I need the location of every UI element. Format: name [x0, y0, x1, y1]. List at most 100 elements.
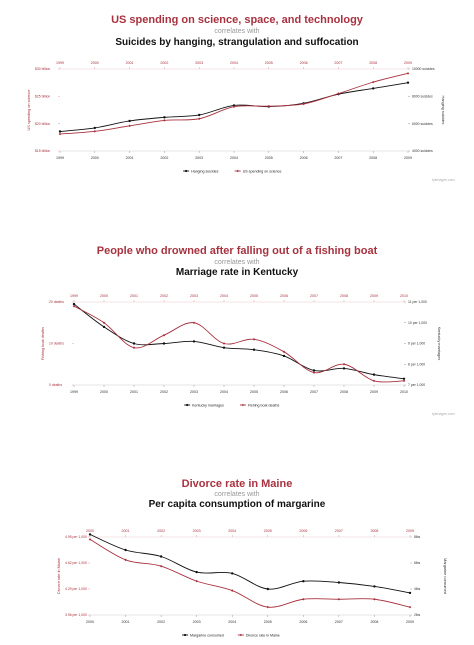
legend-label: Kentucky marriages: [192, 403, 224, 407]
data-point: [266, 605, 270, 609]
chart-panel-1: US spending on science, space, and techn…: [0, 0, 474, 215]
x-tick-label-top: 2009: [404, 61, 412, 65]
x-tick-label-top: 1999: [56, 61, 64, 65]
x-tick-label: 2002: [160, 156, 168, 160]
data-point: [88, 533, 92, 536]
x-tick-label-top: 2008: [369, 61, 377, 65]
x-tick-label: 2000: [86, 620, 94, 624]
data-point: [302, 102, 305, 106]
x-tick-label-top: 2005: [265, 61, 273, 65]
data-point: [402, 379, 406, 383]
data-point: [282, 354, 286, 358]
chart-subtitle: Suicides by hanging, strangulation and s…: [115, 37, 359, 48]
left-tick-label: 20 deaths: [49, 300, 64, 304]
series-line-red: [89, 538, 411, 608]
left-axis-label: Fishing boat deaths: [41, 327, 45, 360]
x-tick-label: 2008: [370, 620, 378, 624]
x-tick-label: 2008: [369, 156, 377, 160]
x-tick-label: 2007: [335, 620, 343, 624]
data-point: [198, 113, 201, 117]
data-point: [302, 597, 305, 601]
series-line-black: [89, 533, 411, 594]
series-line-black: [73, 303, 405, 380]
data-point: [372, 373, 376, 376]
data-point: [232, 104, 236, 107]
data-point: [162, 342, 166, 345]
data-point: [128, 124, 131, 128]
x-tick-label-top: 2002: [160, 61, 168, 65]
chart-title: US spending on science, space, and techn…: [111, 14, 363, 26]
x-tick-label: 2001: [130, 390, 138, 394]
chart-panel-2: People who drowned after falling out of …: [0, 215, 474, 430]
data-point: [195, 570, 198, 574]
data-point: [266, 587, 269, 591]
data-point: [408, 605, 412, 609]
x-tick-label: 2005: [265, 156, 273, 160]
right-tick-label: 4lbs: [414, 587, 421, 591]
x-tick-label: 2008: [340, 390, 348, 394]
legend-marker: [241, 403, 245, 407]
x-tick-label-top: 1999: [70, 294, 78, 298]
x-tick-label: 2007: [334, 156, 342, 160]
data-point: [312, 371, 316, 374]
left-axis-label: US spending on science: [27, 90, 31, 131]
data-point: [372, 87, 375, 90]
data-point: [337, 581, 341, 584]
x-tick-label: 2005: [264, 620, 272, 624]
data-point: [124, 558, 127, 562]
data-point: [58, 132, 62, 136]
data-point: [124, 548, 127, 552]
x-tick-label-top: 2001: [122, 529, 130, 533]
data-point: [342, 362, 346, 366]
data-point: [163, 116, 166, 119]
x-tick-label-top: 2008: [370, 529, 378, 533]
chart-credit: tylervigen.com: [432, 178, 455, 182]
x-tick-label: 2006: [280, 390, 288, 394]
data-point: [132, 346, 136, 349]
data-point: [337, 597, 341, 601]
data-point: [402, 377, 406, 380]
chart-subtitle: Marriage rate in Kentucky: [175, 267, 299, 278]
data-point: [222, 342, 226, 345]
right-axis-label: Margarine consumed: [443, 558, 447, 594]
data-point: [267, 104, 271, 108]
x-tick-label-top: 2004: [220, 294, 228, 298]
data-point: [132, 342, 136, 345]
x-tick-label: 2006: [299, 620, 307, 624]
series-line-red: [73, 305, 405, 383]
legend-marker: [186, 403, 189, 407]
data-point: [231, 572, 234, 575]
x-tick-label: 2009: [406, 620, 414, 624]
left-tick-label: $20 billion: [35, 122, 50, 126]
series-line-red: [59, 72, 409, 135]
chart-credit: tylervigen.com: [432, 412, 455, 416]
data-point: [93, 130, 97, 133]
left-tick-label: 0 deaths: [49, 383, 62, 387]
legend-marker: [183, 633, 187, 637]
data-point: [162, 333, 166, 337]
x-tick-label-top: 2001: [126, 61, 134, 65]
data-point: [222, 346, 226, 349]
left-tick-label: 4.62 per 1,000: [65, 561, 87, 565]
chart-2-svg: 1999 1999 2000 2000 2001 2001 2002 2002 2003 2003…: [41, 294, 441, 407]
right-tick-label: 6lbs: [414, 561, 421, 565]
data-point: [371, 80, 375, 84]
data-point: [282, 350, 286, 354]
right-axis-label: Hanging suicides: [441, 96, 445, 125]
x-tick-label-top: 2008: [340, 294, 348, 298]
x-tick-label-top: 2009: [370, 294, 378, 298]
data-point: [337, 92, 340, 95]
data-point: [373, 597, 376, 601]
x-tick-label-top: 2006: [299, 529, 307, 533]
data-point: [342, 367, 346, 370]
chart-subtitle: Per capita consumption of margarine: [148, 499, 326, 510]
x-tick-label-top: 2000: [100, 294, 108, 298]
legend-label: Fishing boat deaths: [248, 403, 280, 407]
x-tick-label-top: 2006: [300, 61, 308, 65]
x-tick-label-top: 2005: [264, 529, 272, 533]
x-tick-label: 2001: [122, 620, 130, 624]
right-axis-label: Kentucky marriages: [437, 327, 441, 361]
data-point: [406, 72, 410, 75]
chart-3-svg: 2000 2000 2001 2001 2002 2002 2003 2003 2004 2004…: [57, 529, 447, 637]
x-tick-label: 2010: [400, 390, 408, 394]
